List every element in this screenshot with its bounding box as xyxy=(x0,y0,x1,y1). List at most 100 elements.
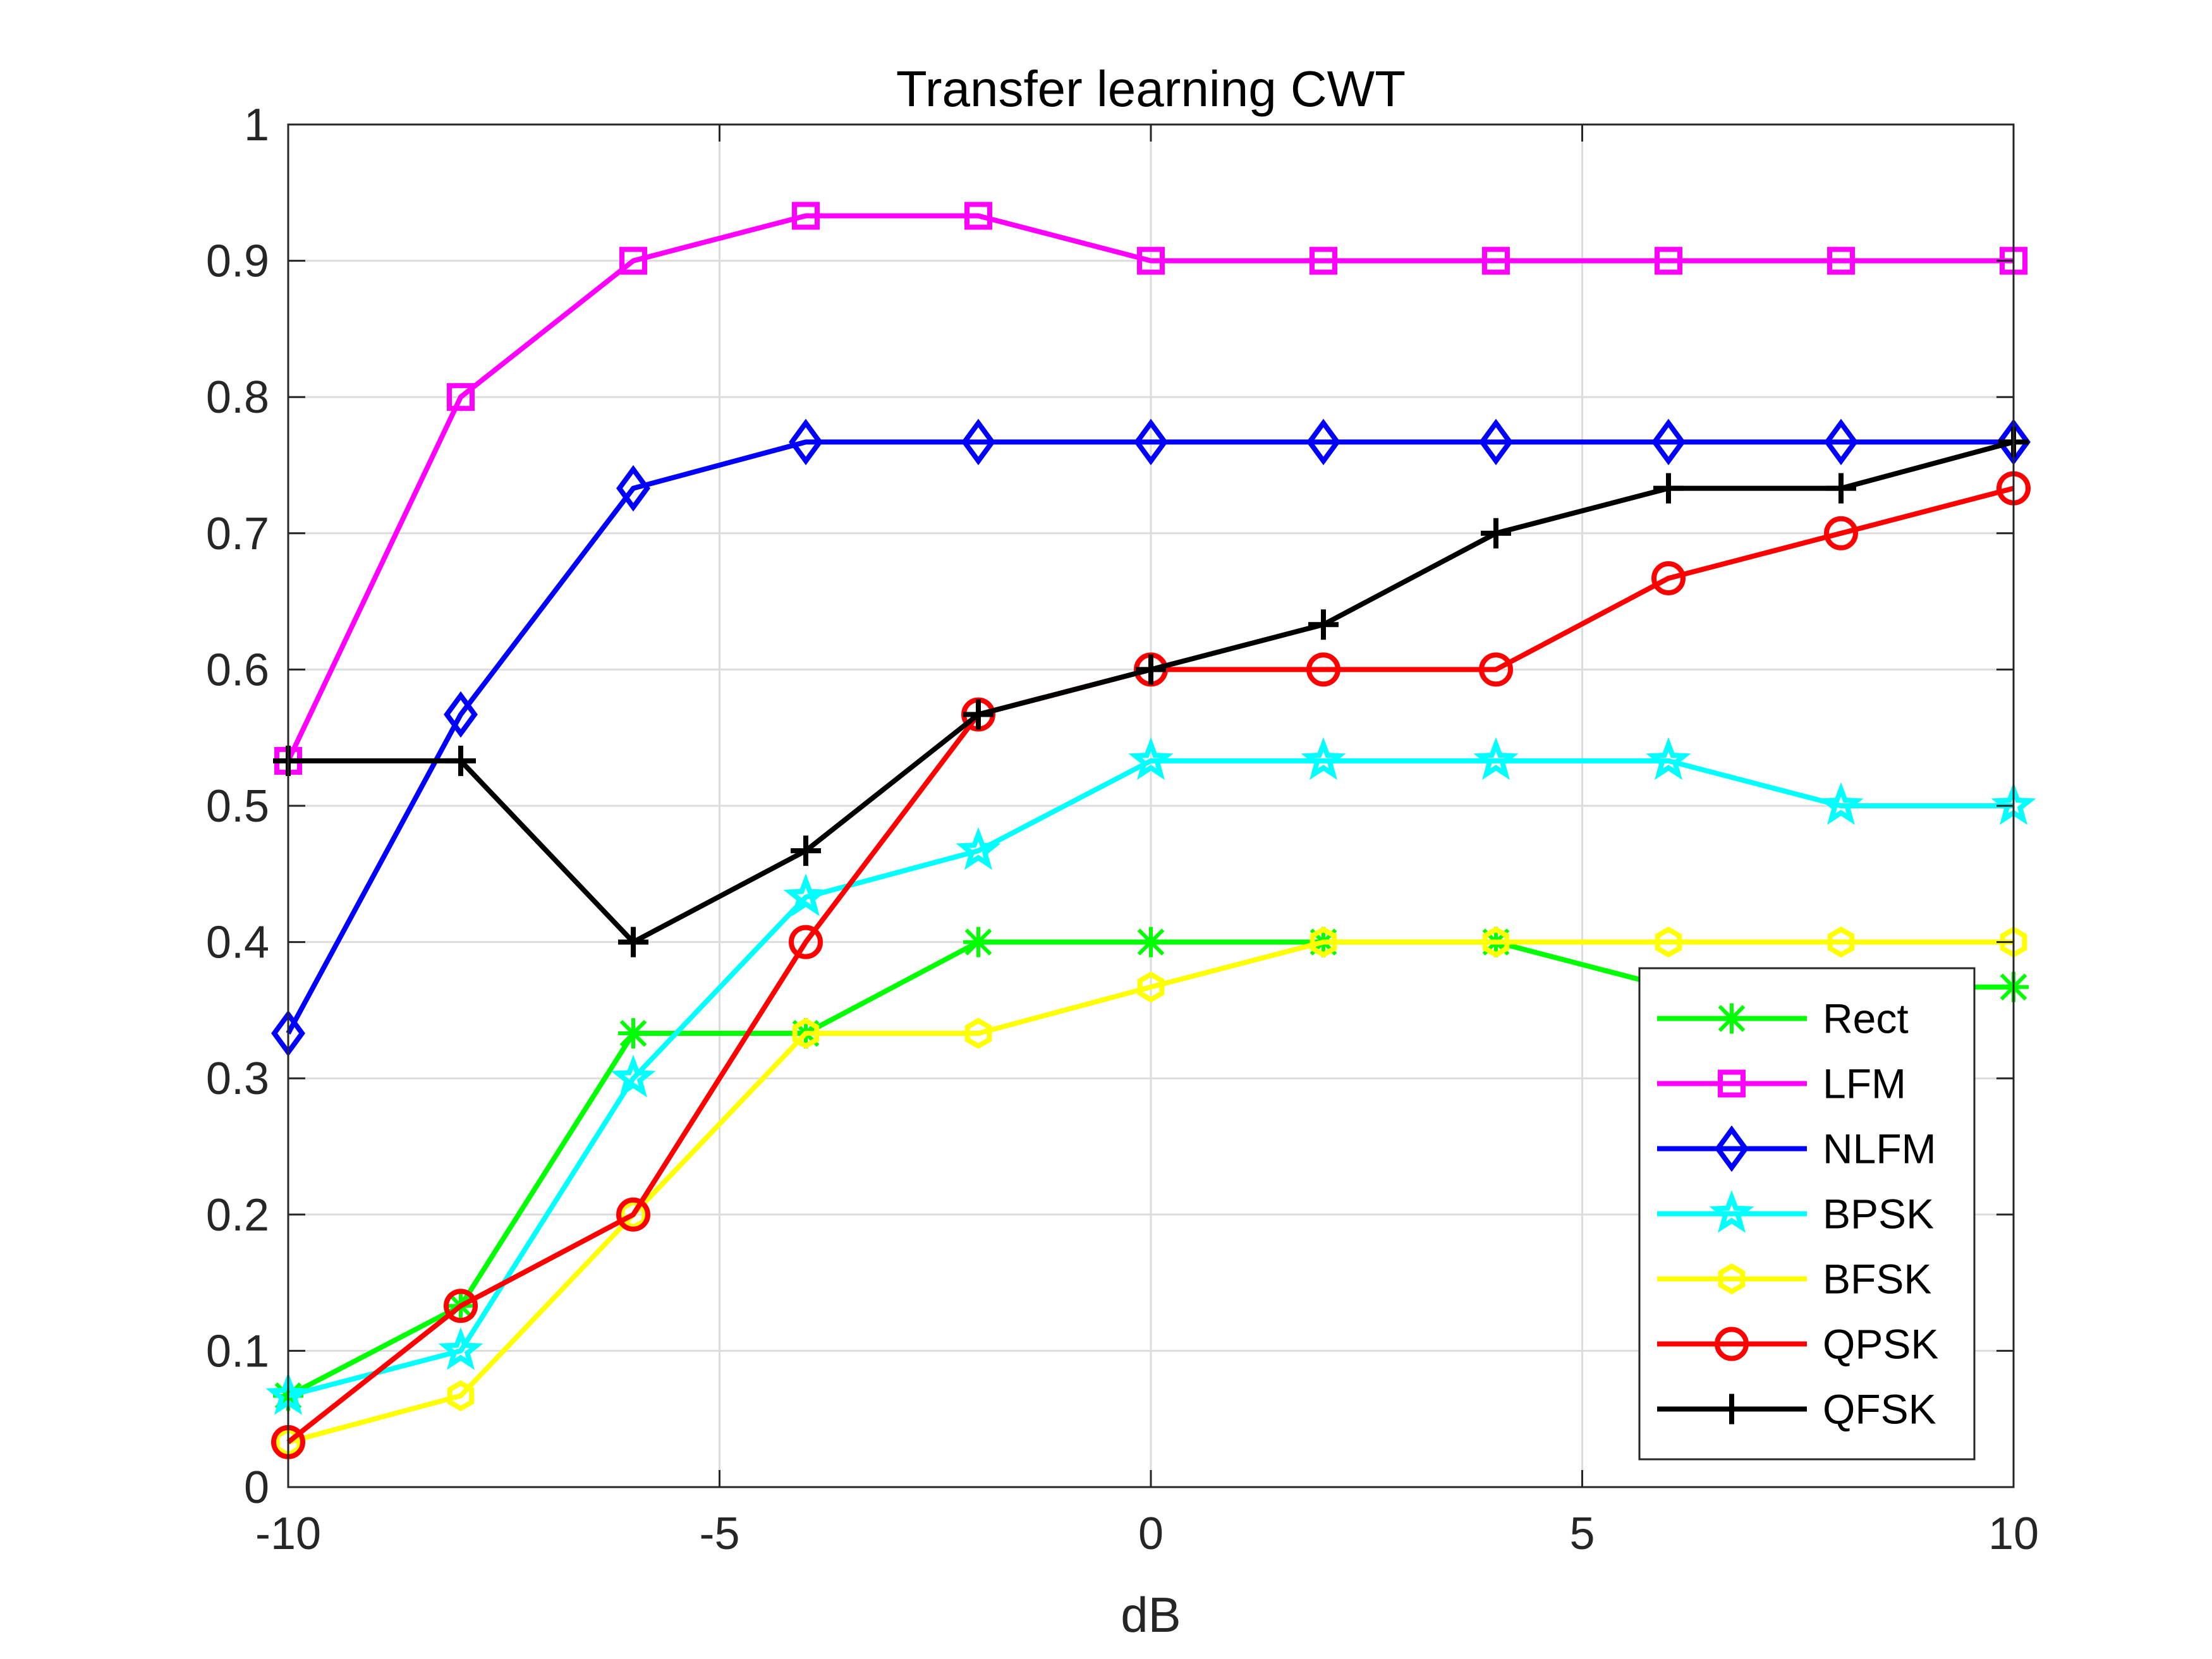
series-bpsk xyxy=(265,737,2036,1415)
data-point-qpsk xyxy=(1479,652,1513,687)
y-tick-label: 0.1 xyxy=(206,1326,269,1376)
legend-swatch-marker xyxy=(1709,1190,1754,1233)
legend-item-qfsk: QFSK xyxy=(1657,1386,1936,1433)
x-tick-label: -10 xyxy=(255,1509,321,1559)
axis-ticks: -10 -5 0 5 10 0 0.1 0.2 0.3 0.4 0.5 0.6 0.7 0.8 0.9 1 xyxy=(206,100,2039,1559)
data-point-nlfm xyxy=(1651,418,1686,466)
data-point-qpsk xyxy=(616,1197,650,1232)
legend-swatch-marker xyxy=(1717,1003,1747,1034)
data-point-bfsk xyxy=(1137,971,1165,1003)
legend-swatch-marker xyxy=(1718,1263,1746,1295)
data-point-nlfm xyxy=(789,418,823,466)
x-tick-label: 10 xyxy=(1988,1509,2039,1559)
data-point-nlfm xyxy=(444,691,478,738)
data-point-qpsk xyxy=(1824,516,1858,550)
x-tick-label: -5 xyxy=(699,1509,739,1559)
legend-item-bpsk: BPSK xyxy=(1657,1190,1934,1237)
data-point-qpsk xyxy=(444,1289,478,1323)
data-point-qfsk xyxy=(791,836,821,866)
data-point-qpsk xyxy=(789,925,823,959)
data-point-qfsk xyxy=(446,745,476,776)
data-point-qfsk xyxy=(963,699,994,730)
legend-label: BPSK xyxy=(1823,1191,1934,1237)
data-point-bpsk xyxy=(1301,737,1346,781)
data-point-qfsk xyxy=(1653,473,1684,504)
data-point-lfm xyxy=(1310,246,1337,275)
data-point-rect xyxy=(1136,927,1166,957)
data-point-bfsk xyxy=(1827,926,1855,958)
legend-label: Rect xyxy=(1823,995,1909,1042)
chart-title: Transfer learning CWT xyxy=(896,61,1406,117)
data-point-nlfm xyxy=(961,418,995,466)
series-line-lfm xyxy=(286,213,2014,762)
y-tick-label: 0.3 xyxy=(206,1054,269,1104)
series-lfm xyxy=(274,202,2027,775)
data-point-qpsk xyxy=(1306,652,1340,687)
legend-label: QFSK xyxy=(1823,1386,1936,1433)
y-tick-label: 1 xyxy=(244,100,269,150)
legend-swatch-marker xyxy=(1715,1125,1749,1172)
data-point-nlfm xyxy=(1824,418,1858,466)
data-point-bpsk xyxy=(1128,737,1174,781)
data-point-lfm xyxy=(1137,246,1165,275)
series-nlfm xyxy=(271,418,2031,1057)
data-point-bpsk xyxy=(783,873,829,916)
legend-label: NLFM xyxy=(1823,1126,1936,1172)
legend-label: BFSK xyxy=(1823,1256,1931,1303)
data-point-qfsk xyxy=(618,927,648,957)
legend-label: LFM xyxy=(1823,1060,1906,1107)
data-point-lfm xyxy=(1827,246,1855,275)
data-point-lfm xyxy=(1655,246,1682,275)
series-line-nlfm xyxy=(286,439,2014,1035)
y-tick-label: 0 xyxy=(244,1462,269,1513)
legend-swatch-marker xyxy=(1715,1327,1749,1361)
series-line-bpsk xyxy=(287,758,2014,1399)
y-tick-label: 0.6 xyxy=(206,645,269,695)
data-point-lfm xyxy=(619,246,647,275)
data-point-bpsk xyxy=(1473,737,1519,781)
y-tick-label: 0.7 xyxy=(206,509,269,559)
data-point-bpsk xyxy=(1818,782,1864,825)
data-point-nlfm xyxy=(616,465,650,512)
data-point-rect xyxy=(618,1018,648,1049)
data-point-lfm xyxy=(964,202,992,230)
data-point-nlfm xyxy=(1134,418,1168,466)
x-tick-label: 5 xyxy=(1569,1509,1595,1559)
data-point-bfsk xyxy=(1655,926,1682,958)
data-point-lfm xyxy=(447,383,475,411)
legend-item-qpsk: QPSK xyxy=(1657,1321,1938,1368)
legend-swatch-marker xyxy=(1718,1069,1746,1098)
data-point-bfsk xyxy=(1310,926,1337,958)
legend-label: QPSK xyxy=(1823,1321,1938,1368)
series-line-bfsk xyxy=(287,939,2014,1445)
y-tick-label: 0.2 xyxy=(206,1190,269,1241)
legend: Rect LFM NLFM BPSK BFSK QPSK QFSK xyxy=(1638,967,1976,1461)
y-tick-label: 0.9 xyxy=(206,236,269,287)
y-tick-label: 0.8 xyxy=(206,372,269,423)
data-point-nlfm xyxy=(1306,418,1340,466)
data-point-bfsk xyxy=(792,1018,820,1049)
data-point-bfsk xyxy=(1482,926,1510,958)
legend-item-rect: Rect xyxy=(1657,995,1909,1042)
x-tick-label: 0 xyxy=(1138,1509,1164,1559)
data-point-lfm xyxy=(792,202,820,230)
data-point-lfm xyxy=(1482,246,1510,275)
data-point-qfsk xyxy=(1826,473,1856,504)
legend-item-lfm: LFM xyxy=(1657,1060,1906,1107)
data-point-bpsk xyxy=(611,1054,656,1098)
data-point-qfsk xyxy=(1136,654,1166,685)
data-point-nlfm xyxy=(1479,418,1513,466)
data-point-bpsk xyxy=(956,827,1001,870)
data-point-bfsk xyxy=(447,1380,475,1412)
data-point-qfsk xyxy=(1481,518,1511,549)
data-point-qfsk xyxy=(1308,609,1339,640)
y-tick-label: 0.4 xyxy=(206,918,269,968)
legend-item-bfsk: BFSK xyxy=(1657,1256,1931,1303)
y-tick-label: 0.5 xyxy=(206,781,269,832)
data-point-bfsk xyxy=(964,1018,992,1049)
legend-item-nlfm: NLFM xyxy=(1657,1126,1936,1172)
legend-swatch-marker xyxy=(1717,1394,1747,1425)
data-point-bpsk xyxy=(438,1327,483,1370)
x-axis-label: dB xyxy=(1121,1587,1181,1643)
